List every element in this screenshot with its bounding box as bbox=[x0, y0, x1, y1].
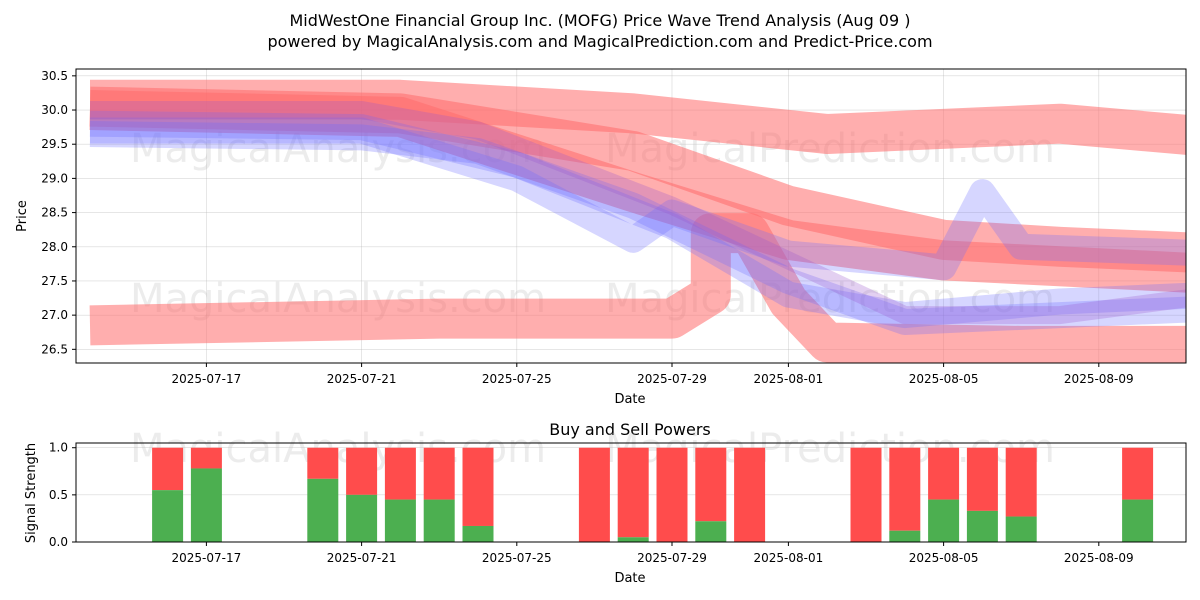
y-tick-label: 27.5 bbox=[41, 274, 68, 288]
x-tick-label: 2025-07-21 bbox=[327, 551, 397, 565]
sell-bar bbox=[307, 447, 339, 479]
y-tick-label: 1.0 bbox=[49, 441, 68, 455]
y-tick-label: 26.5 bbox=[41, 342, 68, 356]
buy-bar bbox=[462, 525, 494, 542]
title-line-1: MidWestOne Financial Group Inc. (MOFG) P… bbox=[289, 11, 911, 30]
y-tick-label: 29.5 bbox=[41, 137, 68, 151]
sell-bar bbox=[695, 447, 727, 522]
y-tick-label: 28.5 bbox=[41, 206, 68, 220]
price-panel: MagicalAnalysis.com MagicalPrediction.co… bbox=[15, 68, 1187, 407]
price-y-label: Price bbox=[15, 200, 30, 232]
signal-title: Buy and Sell Powers bbox=[549, 420, 711, 439]
y-tick-label: 30.5 bbox=[41, 69, 68, 83]
price-band-purple bbox=[90, 101, 1186, 325]
buy-bar bbox=[190, 468, 222, 542]
x-tick-label: 2025-07-17 bbox=[172, 372, 242, 386]
signal-y-label: Signal Strength bbox=[24, 443, 39, 543]
sell-bar bbox=[384, 447, 416, 500]
buy-bar bbox=[1122, 499, 1154, 542]
x-tick-label: 2025-07-29 bbox=[637, 372, 707, 386]
sell-bar bbox=[346, 447, 378, 495]
signal-panel: Buy and Sell Powers MagicalAnalysis.com … bbox=[24, 420, 1187, 586]
buy-bar bbox=[423, 499, 455, 542]
signal-bars bbox=[152, 447, 1154, 542]
sell-bar bbox=[617, 447, 649, 538]
y-tick-label: 27.0 bbox=[41, 308, 68, 322]
y-tick-label: 30.0 bbox=[41, 103, 68, 117]
signal-x-label: Date bbox=[614, 571, 645, 586]
buy-bar bbox=[346, 494, 378, 542]
x-tick-label: 2025-07-21 bbox=[327, 372, 397, 386]
sell-bar bbox=[656, 447, 688, 542]
price-bands bbox=[89, 79, 1186, 363]
buy-bar bbox=[966, 510, 998, 542]
buy-bar bbox=[928, 499, 960, 542]
buy-bar bbox=[152, 490, 184, 542]
buy-bar bbox=[617, 537, 649, 542]
x-tick-label: 2025-08-05 bbox=[909, 551, 979, 565]
buy-bar bbox=[695, 521, 727, 542]
x-tick-label: 2025-07-25 bbox=[482, 551, 552, 565]
chart-title: MidWestOne Financial Group Inc. (MOFG) P… bbox=[0, 10, 1200, 52]
sell-bar bbox=[578, 447, 610, 542]
price-band-blue bbox=[89, 110, 1186, 329]
x-tick-label: 2025-08-09 bbox=[1064, 372, 1134, 386]
price-band-blue bbox=[89, 121, 1186, 335]
buy-bar bbox=[307, 478, 339, 542]
x-tick-label: 2025-08-09 bbox=[1064, 551, 1134, 565]
sell-bar bbox=[928, 447, 960, 500]
sell-bar bbox=[152, 447, 184, 491]
sell-bar bbox=[734, 447, 766, 542]
y-tick-label: 0.0 bbox=[49, 535, 68, 549]
y-tick-label: 28.0 bbox=[41, 240, 68, 254]
buy-bar bbox=[1005, 516, 1037, 542]
price-band-red bbox=[89, 213, 1186, 363]
sell-bar bbox=[966, 447, 998, 511]
title-line-2: powered by MagicalAnalysis.com and Magic… bbox=[267, 32, 933, 51]
sell-bar bbox=[462, 447, 494, 526]
price-x-label: Date bbox=[614, 392, 645, 407]
sell-bar bbox=[850, 447, 882, 542]
x-tick-label: 2025-08-05 bbox=[909, 372, 979, 386]
price-axes-frame bbox=[75, 68, 1187, 364]
buy-bar bbox=[384, 499, 416, 542]
price-band-blue bbox=[90, 117, 1186, 281]
y-tick-label: 0.5 bbox=[49, 488, 68, 502]
sell-bar bbox=[1122, 447, 1154, 500]
signal-axes-frame bbox=[75, 442, 1187, 543]
sell-bar bbox=[423, 447, 455, 500]
x-tick-label: 2025-07-25 bbox=[482, 372, 552, 386]
sell-bar bbox=[190, 447, 222, 469]
x-tick-label: 2025-07-17 bbox=[172, 551, 242, 565]
sell-bar bbox=[1005, 447, 1037, 517]
price-ticks: 26.5 27.0 27.5 28.0 28.5 29.0 29.5 30.0 30.5 2025… bbox=[41, 69, 1133, 386]
x-tick-label: 2025-08-01 bbox=[754, 372, 824, 386]
y-tick-label: 29.0 bbox=[41, 171, 68, 185]
buy-bar bbox=[889, 530, 921, 542]
sell-bar bbox=[889, 447, 921, 531]
x-tick-label: 2025-08-01 bbox=[754, 551, 824, 565]
signal-ticks: 0.0 0.5 1.0 2025-07-17 2025-07-21 2025-07-25 2… bbox=[49, 441, 1134, 565]
x-tick-label: 2025-07-29 bbox=[637, 551, 707, 565]
